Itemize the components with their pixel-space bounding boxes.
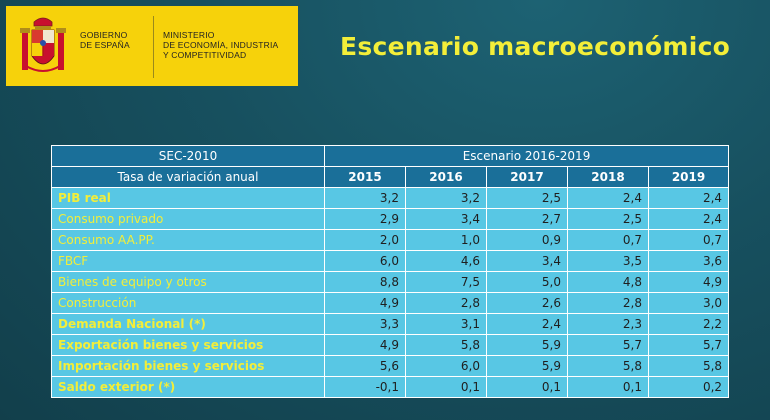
row-label: Consumo AA.PP. [51, 229, 325, 251]
table-cell: 2,4 [647, 208, 730, 230]
year-header: 2016 [405, 166, 487, 188]
table-cell: 5,0 [486, 271, 568, 293]
table-cell: 6,0 [324, 250, 406, 272]
table-cell: 4,9 [324, 292, 406, 314]
row-label: Demanda Nacional (*) [51, 313, 325, 335]
ministry-line-3: Y COMPETITIVIDAD [163, 50, 247, 60]
table-cell: 1,0 [405, 229, 487, 251]
table-cell: 4,8 [567, 271, 649, 293]
table-cell: 3,0 [647, 292, 730, 314]
table-cell: 2,4 [567, 187, 649, 209]
table-cell: 7,5 [405, 271, 487, 293]
table-cell: 5,9 [486, 355, 568, 377]
row-label: FBCF [51, 250, 325, 272]
table-row: Importación bienes y servicios 5,6 6,0 5,9 5… [51, 355, 730, 377]
table-cell: 0,9 [486, 229, 568, 251]
table-body: PIB real 3,2 3,2 2,5 2,4 2,4 Consumo privado 2,… [51, 187, 730, 398]
table-cell: 4,6 [405, 250, 487, 272]
year-header: 2017 [486, 166, 568, 188]
table-row: Demanda Nacional (*) 3,3 3,1 2,4 2,3 2,2 [51, 313, 730, 335]
table-row: Construcción 4,9 2,8 2,6 2,8 3,0 [51, 292, 730, 314]
scenario-group-header: Escenario 2016-2019 [323, 145, 730, 167]
government-line-1: GOBIERNO [80, 30, 128, 40]
row-label: Bienes de equipo y otros [51, 271, 325, 293]
table-cell: 3,2 [405, 187, 487, 209]
table-cell: 2,4 [647, 187, 730, 209]
table-cell: 5,9 [486, 334, 568, 356]
table-row: FBCF 6,0 4,6 3,4 3,5 3,6 [51, 250, 730, 272]
table-cell: 3,1 [405, 313, 487, 335]
year-header: 2018 [567, 166, 649, 188]
table-cell: 0,2 [647, 376, 730, 398]
row-label: Importación bienes y servicios [51, 355, 325, 377]
corner-header: SEC-2010 [51, 145, 325, 167]
table-cell: 2,9 [324, 208, 406, 230]
table-cell: 4,9 [324, 334, 406, 356]
table-cell: 5,8 [567, 355, 649, 377]
macro-scenario-table: SEC-2010 Escenario 2016-2019 Tasa de var… [51, 145, 730, 398]
table-cell: 0,7 [567, 229, 649, 251]
coat-of-arms-icon [20, 17, 66, 72]
government-logo: GOBIERNO DE ESPAÑA MINISTERIO DE ECONOMÍ… [6, 6, 298, 86]
table-cell: 2,8 [405, 292, 487, 314]
table-cell: 5,7 [567, 334, 649, 356]
table-cell: 3,3 [324, 313, 406, 335]
table-row: PIB real 3,2 3,2 2,5 2,4 2,4 [51, 187, 730, 209]
logo-divider [153, 16, 154, 78]
table-cell: 5,6 [324, 355, 406, 377]
table-cell: 2,7 [486, 208, 568, 230]
table-cell: 2,2 [647, 313, 730, 335]
table-cell: 0,1 [405, 376, 487, 398]
table-cell: 3,5 [567, 250, 649, 272]
table-cell: 3,4 [486, 250, 568, 272]
ministry-name: MINISTERIO DE ECONOMÍA, INDUSTRIA Y COMP… [163, 30, 278, 60]
table-cell: 2,4 [486, 313, 568, 335]
table-cell: 2,6 [486, 292, 568, 314]
table-cell: 0,7 [647, 229, 730, 251]
table-row: Bienes de equipo y otros 8,8 7,5 5,0 4,8 4,9 [51, 271, 730, 293]
table-header-row-2: Tasa de variación anual 2015 2016 2017 2… [51, 166, 730, 188]
table-cell: 5,8 [647, 355, 730, 377]
table-row: Consumo privado 2,9 3,4 2,7 2,5 2,4 [51, 208, 730, 230]
table-row: Saldo exterior (*) -0,1 0,1 0,1 0,1 0,2 [51, 376, 730, 398]
row-label: Construcción [51, 292, 325, 314]
table-cell: 0,1 [486, 376, 568, 398]
row-label: PIB real [51, 187, 325, 209]
table-cell: 6,0 [405, 355, 487, 377]
label-column-header: Tasa de variación anual [51, 166, 325, 188]
table-cell: 0,1 [567, 376, 649, 398]
table-row: Consumo AA.PP. 2,0 1,0 0,9 0,7 0,7 [51, 229, 730, 251]
table-cell: 5,8 [405, 334, 487, 356]
ministry-line-1: MINISTERIO [163, 30, 215, 40]
table-cell: 2,8 [567, 292, 649, 314]
table-cell: 5,7 [647, 334, 730, 356]
year-header: 2015 [324, 166, 406, 188]
table-cell: 4,9 [647, 271, 730, 293]
government-name: GOBIERNO DE ESPAÑA [80, 30, 130, 50]
table-cell: 2,0 [324, 229, 406, 251]
table-cell: 2,3 [567, 313, 649, 335]
table-cell: 2,5 [567, 208, 649, 230]
table-cell: 3,6 [647, 250, 730, 272]
ministry-line-2: DE ECONOMÍA, INDUSTRIA [163, 40, 279, 50]
government-line-2: DE ESPAÑA [80, 40, 130, 50]
table-cell: -0,1 [324, 376, 406, 398]
table-cell: 8,8 [324, 271, 406, 293]
table-header-row-1: SEC-2010 Escenario 2016-2019 [51, 145, 730, 167]
page-title: Escenario macroeconómico [340, 32, 731, 61]
table-row: Exportación bienes y servicios 4,9 5,8 5,9 5… [51, 334, 730, 356]
table-cell: 2,5 [486, 187, 568, 209]
row-label: Consumo privado [51, 208, 325, 230]
table-cell: 3,2 [324, 187, 406, 209]
row-label: Exportación bienes y servicios [51, 334, 325, 356]
year-header: 2019 [647, 166, 730, 188]
table-cell: 3,4 [405, 208, 487, 230]
row-label: Saldo exterior (*) [51, 376, 325, 398]
